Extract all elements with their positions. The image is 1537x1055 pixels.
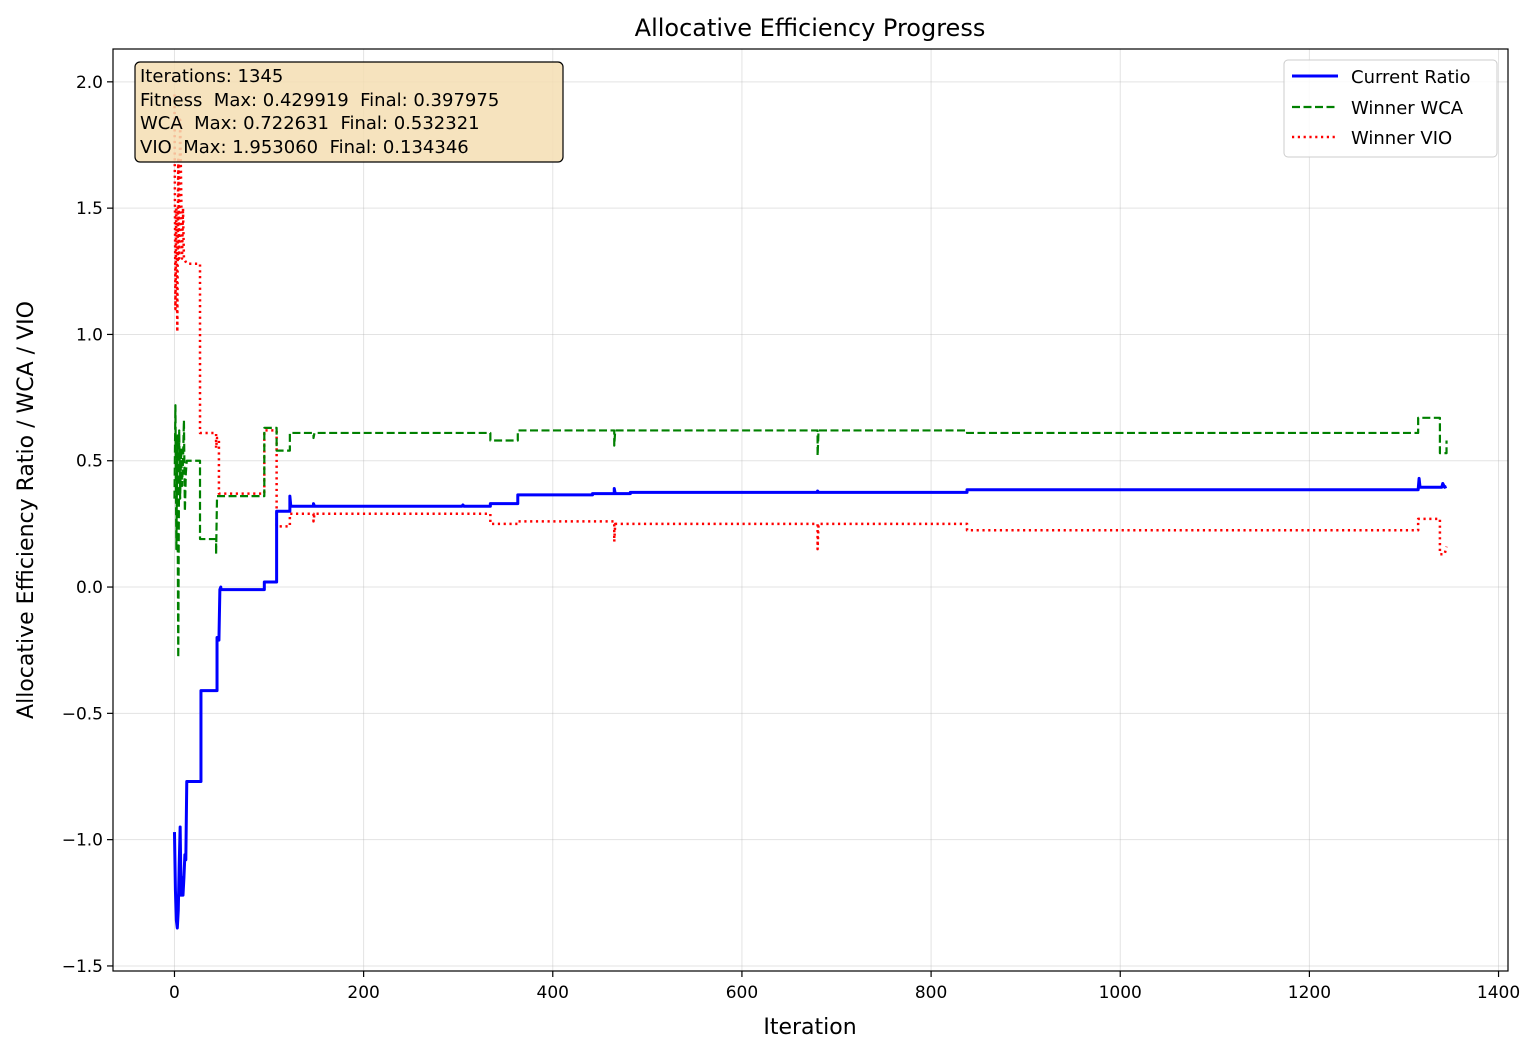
series-line-current-ratio [172,476,1448,930]
x-tick-label: 1200 [1288,983,1331,1003]
x-tick-label: 1000 [1099,983,1142,1003]
annotation-line-iterations: Iterations: 1345 [140,66,283,87]
y-tick-label: 0.0 [76,578,103,598]
annotation-line-wca: WCA Max: 0.722631 Final: 0.532321 [140,113,480,134]
series-line-winner-wca [173,404,1448,659]
x-tick-label: 400 [537,983,569,1003]
y-tick-label: 2.0 [76,73,103,93]
x-axis: 0 200 400 600 800 1000 1200 1400 [169,971,1520,1003]
y-tick-label: −1.0 [62,831,103,851]
y-tick-label: −1.5 [62,957,103,977]
legend: Current Ratio Winner WCA Winner VIO [1283,59,1498,158]
y-axis: −1.5 −1.0 −0.5 0.0 0.5 1.0 1.5 2.0 [62,73,113,977]
stats-annotation-box: Iterations: 1345 Fitness Max: 0.429919 F… [134,61,564,163]
annotation-line-fitness: Fitness Max: 0.429919 Final: 0.397975 [140,90,499,111]
x-tick-label: 0 [169,983,180,1003]
plot-frame [112,48,1509,972]
annotation-background [134,61,564,163]
legend-frame [1283,59,1498,158]
y-axis-label: Allocative Efficiency Ratio / WCA / VIO [14,301,39,719]
legend-label-winner-vio: Winner VIO [1351,128,1452,149]
x-tick-label: 800 [915,983,947,1003]
grid-lines [113,49,1508,971]
y-tick-label: 1.0 [76,325,103,345]
legend-label-current-ratio: Current Ratio [1351,67,1471,88]
annotation-line-vio: VIO Max: 1.953060 Final: 0.134346 [140,137,469,158]
chart-title: Allocative Efficiency Progress [635,14,986,42]
legend-label-winner-wca: Winner WCA [1351,98,1464,119]
y-tick-label: −0.5 [62,704,103,724]
series-layer [172,94,1448,930]
y-tick-label: 1.5 [76,199,103,219]
plot-area [113,49,1508,971]
y-tick-label: 0.5 [76,452,103,472]
x-axis-label: Iteration [763,1015,856,1040]
x-tick-label: 600 [726,983,758,1003]
x-tick-label: 1400 [1477,983,1520,1003]
x-tick-label: 200 [347,983,379,1003]
